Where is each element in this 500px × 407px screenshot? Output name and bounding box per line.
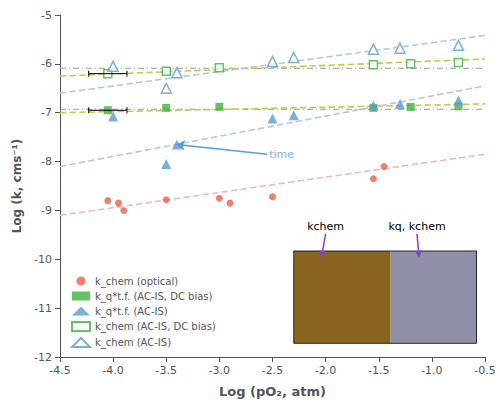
svg-text:k_chem (optical): k_chem (optical) xyxy=(95,276,178,288)
svg-text:time: time xyxy=(269,148,294,161)
svg-text:k_chem (AC-IS): k_chem (AC-IS) xyxy=(95,337,171,349)
svg-text:-2.0: -2.0 xyxy=(315,364,336,377)
svg-text:-10: -10 xyxy=(34,253,52,266)
svg-text:-7: -7 xyxy=(41,106,52,119)
svg-text:-2.5: -2.5 xyxy=(262,364,283,377)
svg-text:-1.5: -1.5 xyxy=(368,364,389,377)
svg-text:-3.5: -3.5 xyxy=(156,364,177,377)
svg-text:k_chem (AC-IS, DC bias): k_chem (AC-IS, DC bias) xyxy=(95,321,216,333)
svg-text:-11: -11 xyxy=(34,302,52,315)
svg-text:Log (k, cms⁻¹): Log (k, cms⁻¹) xyxy=(10,139,24,234)
svg-text:k_q*t.f. (AC-IS): k_q*t.f. (AC-IS) xyxy=(95,306,168,318)
svg-text:-5: -5 xyxy=(41,9,52,22)
svg-text:-8: -8 xyxy=(41,155,52,168)
svg-text:-4.5: -4.5 xyxy=(49,364,70,377)
svg-text:k_q*t.f. (AC-IS, DC bias): k_q*t.f. (AC-IS, DC bias) xyxy=(95,291,213,303)
svg-text:-4.0: -4.0 xyxy=(102,364,123,377)
svg-text:Log (pO₂, atm): Log (pO₂, atm) xyxy=(219,384,326,399)
svg-text:-0.5: -0.5 xyxy=(474,364,495,377)
svg-text:-6: -6 xyxy=(41,57,52,70)
svg-text:-1.0: -1.0 xyxy=(421,364,442,377)
svg-text:-9: -9 xyxy=(41,204,52,217)
svg-text:kchem: kchem xyxy=(307,220,344,233)
svg-text:-12: -12 xyxy=(34,351,52,364)
svg-text:-3.0: -3.0 xyxy=(209,364,230,377)
svg-text:kq, kchem: kq, kchem xyxy=(388,220,445,233)
